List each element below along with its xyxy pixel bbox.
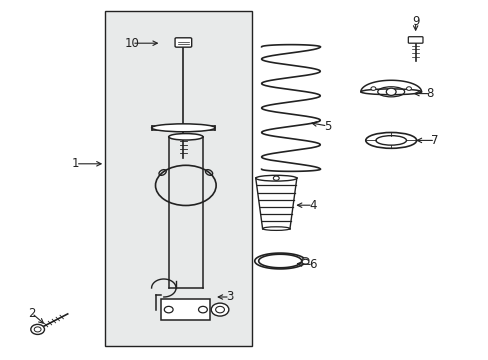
Text: 4: 4 (308, 199, 316, 212)
Circle shape (198, 306, 207, 313)
Text: 3: 3 (225, 291, 233, 303)
Circle shape (406, 87, 410, 90)
Ellipse shape (168, 134, 203, 140)
Circle shape (215, 306, 224, 313)
Text: 2: 2 (28, 307, 36, 320)
Ellipse shape (255, 175, 296, 181)
Text: 7: 7 (430, 134, 438, 147)
Circle shape (386, 88, 395, 95)
Circle shape (370, 87, 375, 90)
Text: 9: 9 (411, 15, 419, 28)
FancyBboxPatch shape (175, 38, 191, 47)
FancyBboxPatch shape (407, 37, 422, 43)
Circle shape (302, 259, 308, 264)
Text: 8: 8 (426, 87, 433, 100)
Circle shape (34, 327, 41, 332)
Ellipse shape (151, 124, 215, 132)
FancyBboxPatch shape (105, 11, 251, 346)
Circle shape (273, 176, 279, 180)
Bar (161, 299, 210, 320)
Circle shape (31, 324, 44, 334)
Circle shape (211, 303, 228, 316)
Text: 10: 10 (124, 37, 139, 50)
Circle shape (164, 306, 173, 313)
Text: 1: 1 (72, 157, 80, 170)
Text: 5: 5 (323, 120, 331, 132)
Ellipse shape (262, 227, 289, 230)
Text: 6: 6 (308, 258, 316, 271)
Circle shape (302, 258, 308, 263)
